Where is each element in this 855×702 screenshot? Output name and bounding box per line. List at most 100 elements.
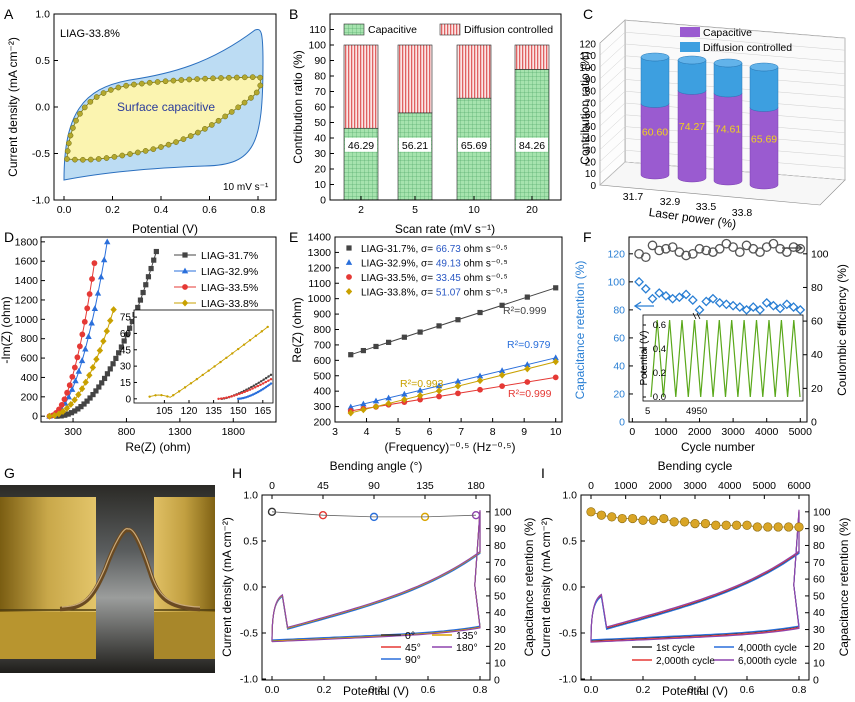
y-axis-f-right-tick-label: 40 [811,349,823,361]
coulombic-point [768,238,779,249]
inset-d-y-tick-label: 45 [120,345,132,356]
legend-swatch-c-diffusion [680,42,700,52]
r-squared-label: R²=0.979 [507,339,551,351]
cv-data-point [115,84,122,91]
nyquist-point [86,371,93,379]
coulombic-point [687,248,698,259]
data-point [524,365,531,373]
panel-e: R²=0.999 R²=0.979 R²=0.999 R²=0.993 3 4 5 6 7 8 9… [290,232,563,454]
y-axis-right-label-h: Capacitance retention (%) [522,518,536,657]
x-axis-c-tick-label: 32.9 [660,196,681,208]
cv-data-point [173,139,179,145]
nyquist-point [110,306,117,314]
data-point [552,374,559,381]
coulombic-point [640,252,651,263]
c-grid-line [599,138,626,162]
x-axis-label-a: Potential (V) [132,222,198,236]
cv-data-point [67,132,74,139]
cv-data-point [77,110,83,117]
x-axis-c-tick-label: 31.7 [623,191,644,203]
nyquist-point [137,297,144,303]
y-axis-b-tick-label: 0 [320,195,326,207]
cv-data-point [138,80,145,87]
x-axis-h-top-tick-label: 90 [368,480,380,492]
y-axis-a-tick-label: -0.5 [32,148,50,160]
data-point [372,397,380,404]
fit-line [350,376,556,412]
data-point [385,399,392,407]
legend-label-h: 90° [405,654,421,666]
y-axis-e-tick-label: 200 [313,417,331,429]
retention-point-i [690,518,700,529]
panel-letter-d: D [4,229,14,245]
legend-marker-e [345,288,353,295]
x-axis-h-tick-label: 0.8 [473,684,488,696]
legend-series-name: LIAG-33.8%, σ= [361,288,436,299]
cv-data-point [93,94,100,100]
inset-d-line [238,383,272,400]
x-axis-b-tick-label: 20 [526,204,538,216]
y-axis-b-tick-label: 50 [314,117,326,129]
legend-label-c-diffusion: Diffusion controlled [703,42,792,54]
arrow-left-icon [633,301,654,311]
legend-sigma-value: 33.45 [436,273,461,284]
bar-value-bg [345,137,377,152]
panel-letter-f: F [583,229,592,245]
z-axis-c-tick-label: 10 [585,169,597,180]
y-axis-f-right-tick-label: 20 [811,383,823,395]
cv-curve-h [271,510,481,643]
cv-data-point [64,156,70,162]
cylinder-top [749,62,779,72]
cv-data-point [119,152,126,159]
y-axis-a-tick-label: -1.0 [32,195,50,207]
nyquist-point [65,411,71,417]
nyquist-point [129,318,135,325]
y-axis-d-tick-label: 1800 [15,236,39,248]
x-axis-label-i: Potential (V) [662,684,728,698]
nyquist-point [101,375,108,382]
bar-value-label: 56.21 [402,140,428,152]
bar-value-bg [399,137,431,152]
data-point [499,302,505,308]
legend-swatch-c-capacitive [680,27,700,37]
retention-point [681,289,692,300]
retention-point-i [731,520,742,530]
retention-point [728,300,739,311]
cv-curve-i [590,510,800,643]
nyquist-point [87,395,93,401]
legend-label-i: 6,000th cycle [738,656,797,667]
data-point [435,382,443,389]
nyquist-point [96,346,104,354]
retention-point-i [607,512,617,522]
z-axis-c-tick-label: 50 [585,122,597,133]
retention-point-i [773,522,783,532]
cv-data-point [186,76,193,83]
nyquist-point [99,380,105,386]
coulombic-point [694,243,705,254]
x-axis-i-tick-label: 0.2 [636,684,651,696]
coulombic-point [714,243,725,254]
data-point [401,390,408,397]
label-scan-rate-a: 10 mV s⁻¹ [223,182,269,193]
bar-diffusion [514,44,550,70]
cv-data-point [134,149,141,156]
retention-point [795,304,806,315]
nyquist-point [104,238,111,245]
retention-point-i [617,513,627,524]
panel-letter-c: C [583,6,593,22]
nyquist-point [78,357,86,364]
photo-bent-film [59,527,201,612]
y-axis-e-tick-label: 1100 [308,278,331,290]
cv-data-point [146,79,153,86]
y-axis-i-right-tick-label: 70 [813,557,825,569]
cv-data-point [241,74,248,81]
retention-point-i [648,515,659,525]
cv-data-point [208,122,215,128]
plot-frame-d [40,236,277,423]
nyquist-point [153,248,159,255]
panel-letter-b: B [289,6,298,22]
retention-point [661,290,671,301]
cv-data-point [111,154,118,160]
y-axis-f-right-tick-label: 100 [811,248,829,260]
data-point [499,383,505,390]
